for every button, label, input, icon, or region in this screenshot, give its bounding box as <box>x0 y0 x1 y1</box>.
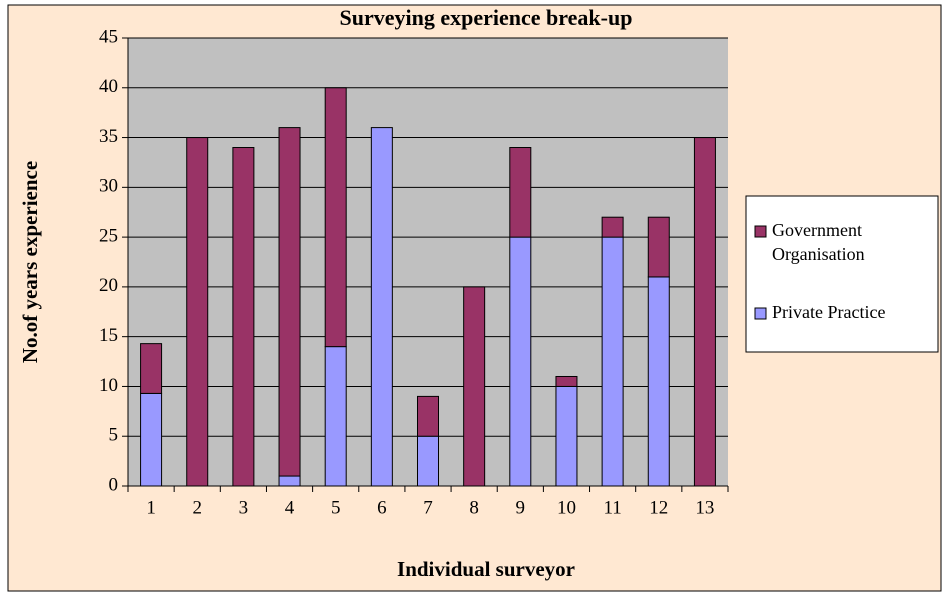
x-tick-label: 1 <box>146 497 156 518</box>
x-tick-label: 11 <box>603 497 621 518</box>
bar-segment <box>140 392 163 487</box>
x-axis-title: Individual surveyor <box>397 557 575 581</box>
legend-box <box>745 195 939 353</box>
x-tick-label: 6 <box>377 497 387 518</box>
y-tick-label: 45 <box>99 26 118 47</box>
legend-swatch <box>754 307 767 320</box>
bar-segment <box>370 127 393 487</box>
y-tick-label: 5 <box>109 425 119 446</box>
bar-segment <box>417 395 439 437</box>
x-tick-label: 13 <box>695 497 714 518</box>
bar-segment <box>232 147 255 487</box>
bar-segment <box>555 385 578 487</box>
x-tick-label: 10 <box>557 497 576 518</box>
x-tick-label: 3 <box>239 497 249 518</box>
x-tick-label: 9 <box>516 497 526 518</box>
bar-segment <box>140 343 163 394</box>
bar-segment <box>601 216 624 238</box>
bar-segment <box>186 137 209 487</box>
y-tick-label: 0 <box>109 474 119 495</box>
bar-segment <box>509 236 532 487</box>
bar-segment <box>324 87 347 348</box>
legend-swatch <box>754 225 767 238</box>
bar-segment <box>509 147 532 238</box>
x-tick-label: 4 <box>285 497 295 518</box>
y-tick-label: 40 <box>99 76 118 97</box>
y-tick-label: 35 <box>99 126 118 147</box>
bar-segment <box>647 216 670 278</box>
legend-label: Government Organisation <box>772 220 866 264</box>
bar-segment <box>601 236 624 487</box>
bar-segment <box>463 286 486 487</box>
bar-segment <box>278 475 301 487</box>
y-tick-label: 25 <box>99 225 118 246</box>
bar-segment <box>555 375 578 387</box>
y-tick-label: 30 <box>99 176 118 197</box>
bar-segment <box>324 346 347 487</box>
x-tick-label: 8 <box>469 497 479 518</box>
y-tick-label: 20 <box>99 275 118 296</box>
bar-segment <box>647 276 670 487</box>
x-tick-label: 5 <box>331 497 341 518</box>
x-tick-label: 2 <box>192 497 202 518</box>
x-tick-label: 12 <box>649 497 668 518</box>
bar-segment <box>278 127 301 477</box>
legend-label: Private Practice <box>772 302 885 322</box>
bar-segment <box>693 137 716 487</box>
bar-segment <box>417 435 439 487</box>
chart-title: Surveying experience break-up <box>340 5 633 30</box>
y-axis-title: No.of years experience <box>18 161 42 363</box>
y-tick-label: 15 <box>99 325 118 346</box>
y-tick-label: 10 <box>99 375 118 396</box>
x-tick-label: 7 <box>423 497 433 518</box>
